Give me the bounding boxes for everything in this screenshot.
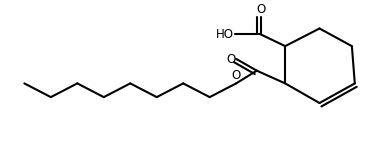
Text: O: O	[231, 69, 241, 82]
Text: O: O	[226, 53, 235, 66]
Text: O: O	[256, 3, 265, 16]
Text: HO: HO	[216, 28, 234, 41]
